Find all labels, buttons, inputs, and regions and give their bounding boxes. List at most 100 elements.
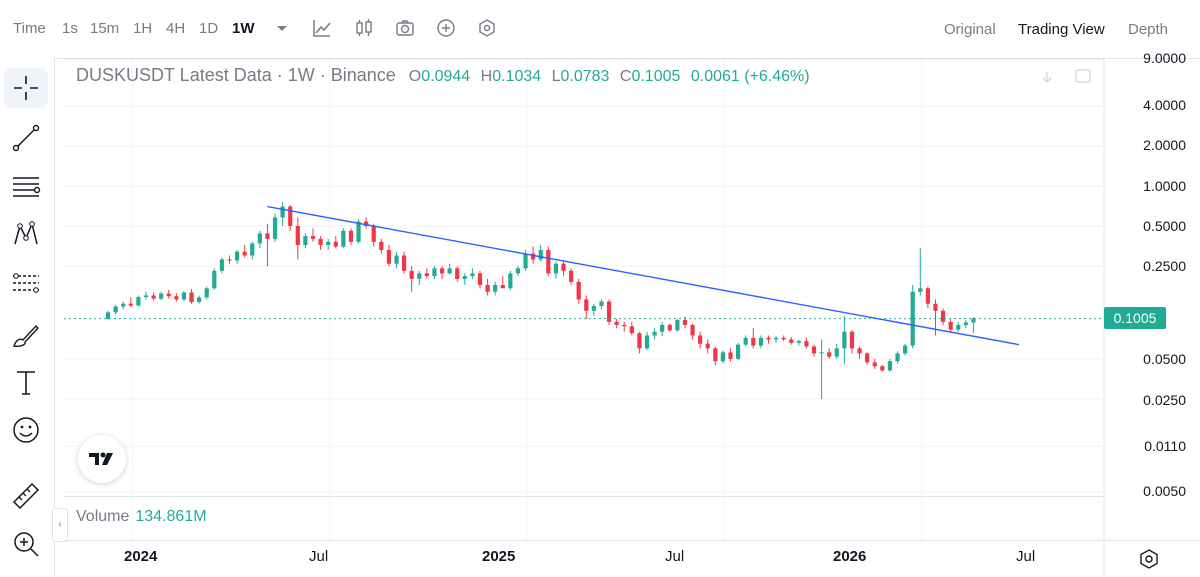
candle-body [591,306,596,311]
candle-body [865,353,870,363]
candle-body [174,296,179,300]
candle-body [166,293,171,297]
candle-body [743,337,748,345]
candle-body [842,331,847,349]
text-icon [17,371,35,395]
candle-body [956,324,961,330]
settings-icon[interactable] [476,17,498,39]
candle-body [477,273,483,285]
pattern-icon [14,221,38,245]
text-tool[interactable] [4,362,48,402]
candle-body [136,297,141,306]
candle-body [690,324,695,336]
fib-tool[interactable] [4,264,48,304]
interval-4h[interactable]: 4H [166,20,186,37]
time-axis[interactable] [64,540,1200,577]
emoji-tool[interactable] [4,410,48,450]
interval-15m[interactable]: 15m [90,20,120,37]
candle-body [561,263,566,271]
indicators-icon[interactable] [311,17,333,39]
candle-body [766,337,771,340]
candle-body [576,281,581,300]
tradingview-logo[interactable] [78,435,126,483]
candle-body [682,320,688,325]
candle-body [622,324,627,327]
candle-body [773,337,779,340]
add-icon[interactable] [435,17,457,39]
chart-grid [64,58,1104,540]
view-original[interactable]: Original [944,21,996,38]
collapse-pane-button[interactable]: ‹ [52,508,68,542]
price-label: 0.0050 [1143,483,1186,499]
candle-body [925,288,930,304]
price-label: 0.0500 [1143,351,1186,367]
candle-body [887,361,893,371]
candle-body [272,217,278,239]
candle-body [326,241,331,245]
candle-body [105,312,111,319]
candle-body [720,352,726,362]
candle-body [341,230,346,247]
zoom-tool[interactable] [4,524,48,564]
interval-1d[interactable]: 1D [199,20,219,37]
candle-body [432,268,437,277]
candle-body [553,263,559,274]
smiley-icon [13,417,39,443]
candle-body [265,233,270,239]
candle-body [849,331,855,349]
candle-body [599,301,604,306]
chart-legend: DUSKUSDT Latest Data · 1W · Binance O0.0… [76,65,810,85]
candle-body [181,292,187,300]
horizontal-lines-tool[interactable] [4,166,48,206]
camera-icon[interactable] [394,17,416,39]
candle-body [485,284,490,292]
candle-body [584,299,589,311]
trendline[interactable] [267,205,1020,346]
scroll-down-icon[interactable] [1042,72,1052,83]
brush-tool[interactable] [4,314,48,354]
fullscreen-icon[interactable] [1075,69,1091,83]
candle-body [515,268,521,274]
view-depth[interactable]: Depth [1128,21,1169,38]
candle-body [963,322,968,325]
chevron-down-icon[interactable] [271,17,293,39]
candle-body [500,284,505,289]
candle-body [895,353,900,362]
candle-body [531,253,536,260]
candle-body [629,326,634,334]
pattern-tool[interactable] [4,214,48,254]
candle-body [234,251,240,261]
time-button[interactable]: Time [13,20,46,37]
measure-tool[interactable] [4,476,48,516]
candle-body [379,241,384,250]
price-label: 0.2500 [1143,258,1186,274]
candle-body [736,344,741,359]
interval-1h[interactable]: 1H [133,20,153,37]
volume-legend: Volume 134.861M [76,508,207,526]
chart-settings-icon[interactable] [1138,548,1160,570]
candle-body [568,270,574,282]
time-label: 2025 [482,548,516,565]
candle-body [159,293,164,299]
interval-1w[interactable]: 1W [232,20,255,37]
time-label: 2024 [124,548,158,565]
candle-body [409,270,414,279]
candle-body [128,303,133,306]
candle-body [811,346,817,354]
crosshair-tool[interactable] [4,68,48,108]
candle-body [508,273,513,289]
candle-body [204,288,209,298]
candle-body [219,259,224,271]
view-trading-view[interactable]: Trading View [1018,21,1105,38]
candle-body [242,251,247,256]
candle-body [121,303,126,307]
trend-line-tool[interactable] [4,118,48,158]
candle-body [364,221,369,226]
interval-1s[interactable]: 1s [62,20,78,37]
candle-body [728,352,733,359]
candle-body [675,320,680,331]
candle-body [447,268,452,274]
price-label: 4.0000 [1143,97,1186,113]
candle-style-icon[interactable] [353,17,375,39]
